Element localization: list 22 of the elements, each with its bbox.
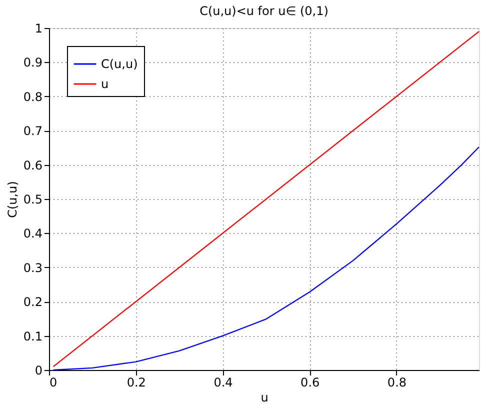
y-tick-label: 0	[34, 364, 42, 378]
y-tick-label: 0.6	[23, 158, 42, 172]
legend-label: u	[101, 77, 109, 91]
chart-title: C(u,u)<u for u∈ (0,1)	[200, 4, 328, 18]
y-tick-label: 0.4	[23, 226, 42, 241]
y-tick-label: 0.1	[23, 329, 42, 344]
legend-label: C(u,u)	[101, 57, 138, 71]
y-tick-label: 0.7	[23, 124, 42, 138]
x-tick-label: 0	[50, 376, 58, 390]
y-tick-label: 0.3	[23, 260, 42, 275]
line-series	[52, 146, 480, 371]
y-tick-label: 0.9	[23, 56, 42, 70]
x-axis-title: u	[260, 390, 268, 404]
y-tick-label: 0.8	[23, 90, 42, 104]
x-tick-label: 0.8	[387, 376, 407, 390]
x-tick-label: 0.4	[214, 376, 233, 390]
x-tick-label: 0.2	[126, 376, 146, 390]
x-tick-label: 0.6	[300, 376, 320, 390]
y-tick-label: 0.5	[23, 192, 42, 206]
y-tick-label: 0.2	[23, 295, 42, 310]
y-tick-label: 1	[34, 22, 42, 36]
y-axis-title: C(u,u)	[5, 181, 20, 218]
